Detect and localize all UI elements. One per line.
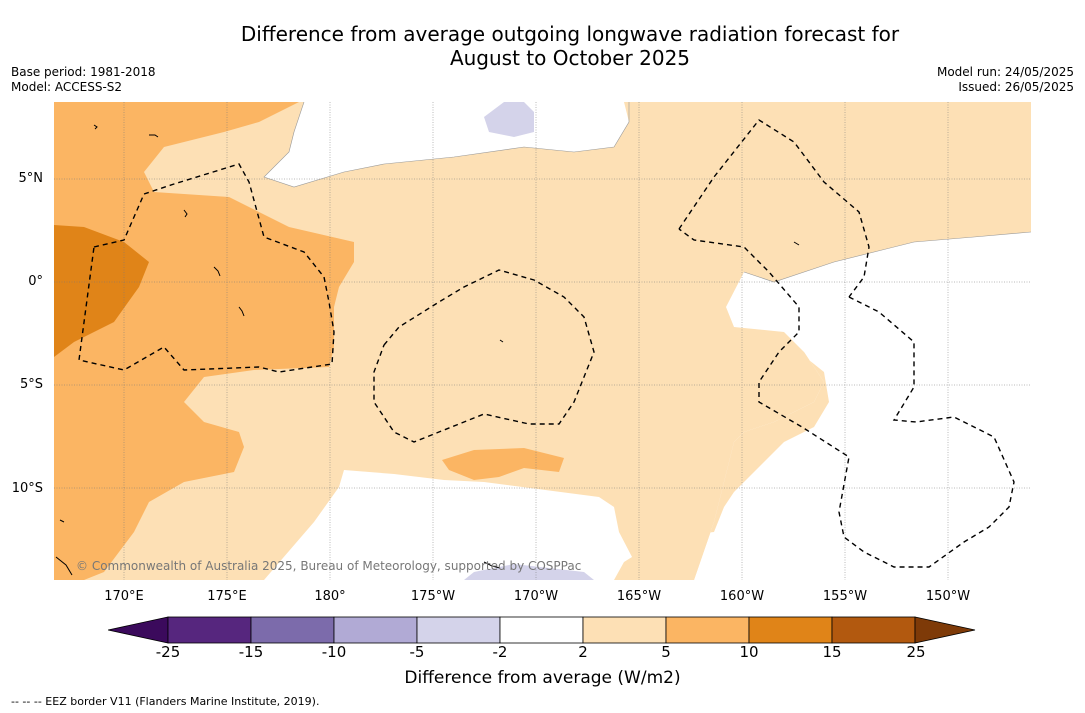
base-period: Base period: 1981-2018 (11, 65, 156, 79)
lon-label-180: 180° (314, 589, 346, 604)
map-graticule (54, 102, 1031, 580)
colorbar-tick: 15 (822, 643, 842, 661)
colorbar-segment (167, 616, 252, 644)
contour-north-east (629, 102, 1031, 172)
colorbar-tick: 10 (739, 643, 759, 661)
colorbar-label: Difference from average (W/m2) (404, 668, 681, 688)
copyright-notice: © Commonwealth of Australia 2025, Bureau… (76, 559, 582, 573)
contour-positive-south (442, 448, 564, 480)
lon-label-165w: 165°W (616, 589, 662, 604)
contour-neutral-east (264, 232, 1031, 580)
meta-left: Base period: 1981-2018 Model: ACCESS-S2 (11, 65, 156, 95)
model-name: Model: ACCESS-S2 (11, 80, 123, 94)
colorbar-segment (333, 616, 418, 644)
colorbar-tick: -5 (409, 643, 425, 661)
colorbar-tick: -15 (238, 643, 264, 661)
colorbar-extend-low (107, 616, 169, 644)
contour-outlines (263, 102, 1031, 283)
colorbar-tick: -25 (155, 643, 181, 661)
lat-label-5n: 5°N (18, 171, 44, 186)
lat-label-equator: 0° (28, 274, 43, 289)
colorbar-tick: 25 (906, 643, 926, 661)
eez-borders (78, 119, 1015, 568)
model-run: Model run: 24/05/2025 (936, 65, 1074, 79)
lon-label-150w: 150°W (925, 589, 971, 604)
map-svg (54, 102, 1031, 580)
lon-label-160w: 160°W (719, 589, 765, 604)
colorbar-segment (416, 616, 501, 644)
lat-label-5s: 5°S (19, 377, 43, 392)
colorbar-segment (665, 616, 750, 644)
lon-label-175e: 175°E (207, 589, 247, 604)
contour-neutral-north (264, 102, 629, 187)
lon-label-170e: 170°E (104, 589, 144, 604)
map-area (54, 102, 1031, 580)
island-outlines (55, 124, 800, 576)
lon-label-170w: 170°W (513, 589, 559, 604)
contour-positive-west (54, 102, 354, 580)
contour-strong-positive (54, 225, 149, 357)
colorbar-tick: -10 (321, 643, 347, 661)
colorbar-segment (582, 616, 667, 644)
lat-label-10s: 10°S (11, 481, 43, 496)
colorbar-segment (748, 616, 833, 644)
colorbar-segment (831, 616, 916, 644)
colorbar-tick: 5 (661, 643, 671, 661)
colorbar-segment (250, 616, 335, 644)
issued-date: Issued: 26/05/2025 (958, 80, 1074, 94)
title-line-2: August to October 2025 (449, 46, 691, 70)
colorbar-extend-high (914, 616, 976, 644)
lon-label-155w: 155°W (822, 589, 868, 604)
eez-footnote: -- -- -- EEZ border V11 (Flanders Marine… (11, 695, 320, 708)
map-title: Difference from average outgoing longwav… (0, 22, 1085, 70)
contour-negative-south (464, 564, 594, 580)
colorbar (107, 615, 978, 645)
colorbar-tick: 2 (578, 643, 588, 661)
colorbar-segment (499, 616, 584, 644)
contour-negative-north (484, 102, 534, 137)
colorbar-svg (107, 616, 976, 644)
title-line-1: Difference from average outgoing longwav… (240, 22, 900, 46)
colorbar-tick: -2 (492, 643, 508, 661)
lon-label-175w: 175°W (410, 589, 456, 604)
meta-right: Model run: 24/05/2025 Issued: 26/05/2025 (937, 65, 1074, 95)
